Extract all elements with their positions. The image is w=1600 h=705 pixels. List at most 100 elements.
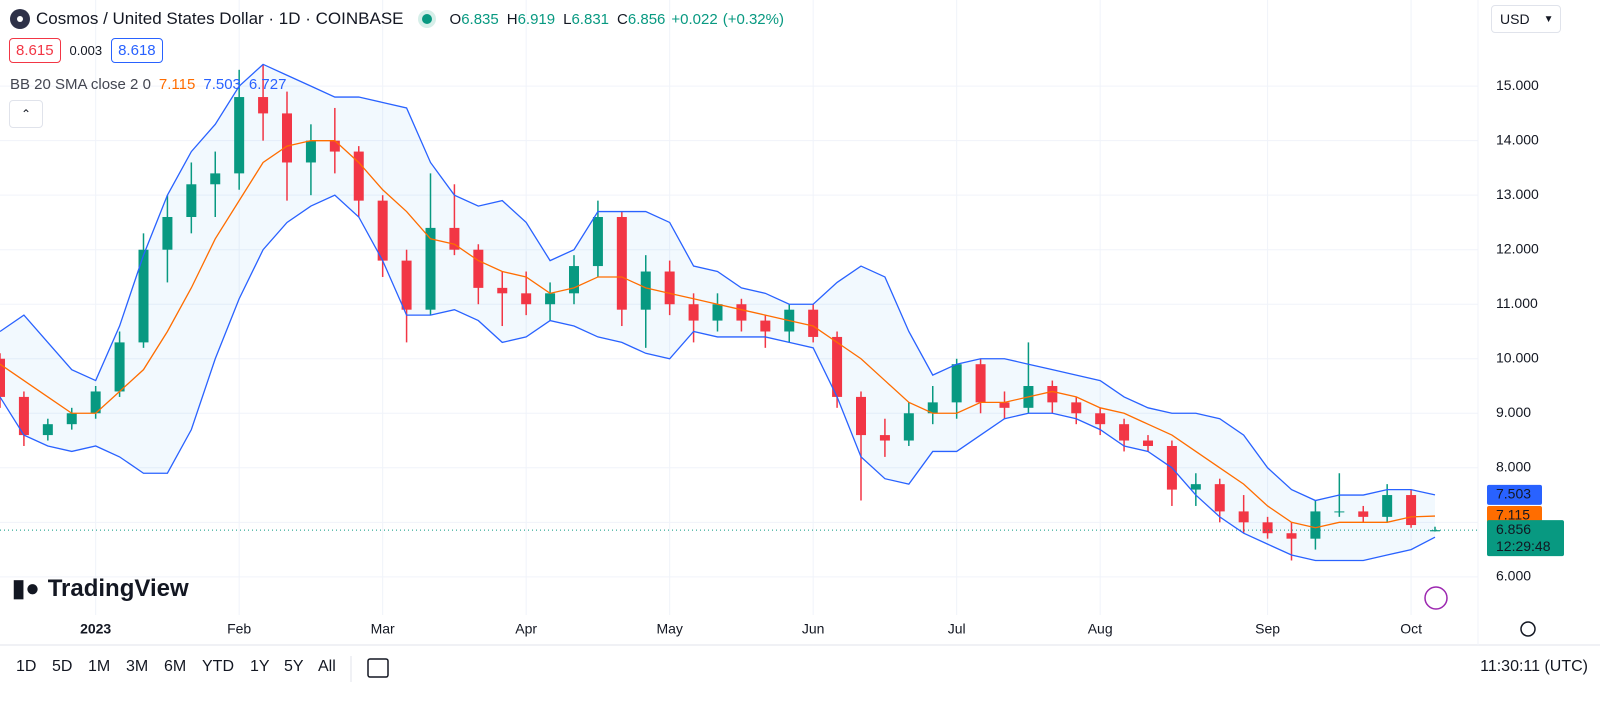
range-button[interactable]: 6M (164, 658, 187, 675)
y-tick-label: 9.000 (1496, 404, 1531, 420)
x-tick-label: Feb (227, 621, 251, 637)
x-tick-label: Mar (371, 621, 395, 637)
ohlc-value: 6.919 (517, 10, 556, 28)
candle-body (42, 424, 53, 436)
candle-body (951, 364, 962, 403)
currency-select[interactable]: USD ▼ (1491, 5, 1561, 33)
buy-price[interactable]: 8.618 (111, 38, 163, 63)
candle-body (1406, 495, 1417, 526)
candle-body (616, 216, 627, 310)
range-button[interactable]: 1Y (250, 658, 270, 675)
range-button[interactable]: 1D (16, 658, 37, 675)
candle-body (736, 304, 747, 321)
candle-body (186, 184, 197, 217)
candle-body (712, 304, 723, 321)
candle-body (497, 287, 508, 294)
spread: 0.003 (69, 43, 103, 58)
x-tick-label: Sep (1255, 621, 1280, 637)
x-tick-label: 2023 (80, 621, 111, 637)
candle-body (1143, 440, 1153, 446)
indicator-legend: BB 20 SMA close 2 0 7.115 7.503 6.727 (10, 76, 286, 93)
candle-body (1095, 413, 1106, 425)
candle-body (1190, 484, 1201, 490)
candle-body (760, 320, 771, 332)
ohlc-label: C (617, 10, 628, 28)
ohlc-value: 6.835 (461, 10, 499, 28)
price-tag-label: 6.856 (1496, 521, 1531, 537)
price-tag-label: 7.115 (1496, 507, 1530, 523)
ohlc-values: O6.835 H6.919 L6.831 C6.856 (450, 11, 666, 28)
candle-body (1071, 402, 1082, 414)
logo-text: TradingView (47, 574, 189, 602)
candle-body (1358, 511, 1369, 517)
y-tick-label: 11.000 (1496, 295, 1538, 311)
candle-body (0, 358, 5, 397)
candle-body (1310, 511, 1321, 539)
clock: 11:30:11 (UTC) (1480, 658, 1588, 675)
y-tick-label: 10.000 (1496, 349, 1539, 365)
symbol-title: Cosmos / United States Dollar · 1D · COI… (36, 9, 404, 28)
candle-body (1286, 533, 1297, 539)
band-line (0, 140, 1436, 529)
range-button[interactable]: All (318, 658, 336, 675)
candle-body (353, 151, 364, 201)
change: +0.022 (671, 10, 718, 28)
settings-icon (1520, 621, 1536, 637)
candle-body (999, 402, 1010, 408)
candle-body (640, 271, 651, 310)
range-button[interactable]: YTD (202, 658, 234, 675)
x-tick-label: Apr (515, 621, 537, 637)
y-tick-label: 14.000 (1496, 131, 1539, 147)
collapse-button[interactable]: ⌃ (9, 100, 43, 128)
candle-body (1047, 386, 1058, 403)
candle-body (832, 336, 843, 397)
range-button[interactable]: 3M (126, 658, 149, 675)
x-tick-label: Oct (1400, 621, 1422, 637)
y-tick-label: 6.000 (1496, 568, 1531, 584)
indicator-name: BB 20 SMA close 2 0 (10, 76, 151, 93)
candle-body (1430, 530, 1440, 532)
x-tick-label: Aug (1088, 621, 1113, 637)
candle-body (18, 396, 29, 436)
candle-body (688, 304, 699, 321)
candle-body (329, 140, 340, 152)
candle-body (210, 173, 221, 185)
candle-body (162, 216, 173, 250)
candle-body (879, 435, 890, 441)
bb-lower-value: 6.727 (248, 76, 287, 93)
candle-body (258, 97, 269, 114)
candle-body (1262, 522, 1273, 534)
sell-price[interactable]: 8.615 (9, 38, 61, 63)
ohlc-label: O (449, 10, 462, 28)
candle-body (1334, 511, 1345, 513)
band-line (0, 194, 1436, 562)
range-button[interactable]: 5D (52, 658, 73, 675)
ohlc-value: 6.831 (571, 10, 610, 28)
bb-middle-value: 7.115 (158, 76, 196, 93)
price-tag (1487, 520, 1564, 557)
currency: USD (1500, 11, 1530, 27)
range-button[interactable]: 5Y (284, 658, 304, 675)
band-line (0, 63, 1436, 502)
coin-icon (10, 9, 30, 29)
candle-body (114, 342, 125, 392)
candle-body (927, 402, 938, 414)
candle-body (377, 200, 388, 261)
range-button[interactable]: 1M (88, 658, 111, 675)
ohlc-label: H (506, 10, 518, 28)
candle-body (305, 140, 316, 163)
candle-body (282, 113, 292, 163)
x-tick-label: May (656, 621, 682, 637)
bb-upper-value: 7.503 (203, 76, 241, 93)
alert-icon[interactable] (1424, 586, 1448, 610)
change-percent: (+0.32%) (722, 10, 784, 28)
market-status[interactable] (421, 14, 432, 24)
candle-body (1119, 424, 1130, 441)
candle-body (449, 227, 460, 250)
candle-body (545, 293, 556, 305)
candle-body (1382, 495, 1393, 517)
candle-body (1238, 511, 1249, 523)
y-tick-label: 12.000 (1496, 240, 1539, 256)
